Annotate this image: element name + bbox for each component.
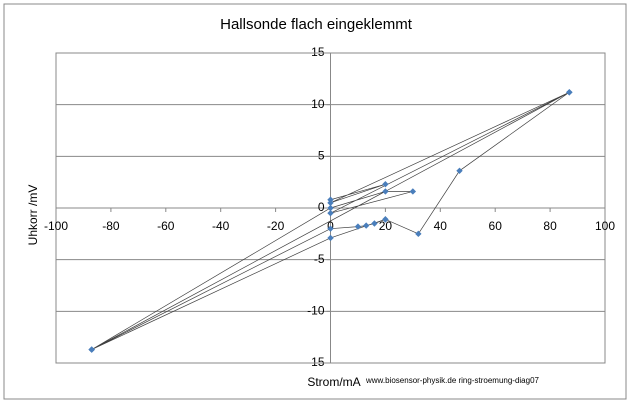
x-tick-label: -100 (44, 219, 68, 233)
y-tick-label: -10 (307, 304, 325, 318)
x-tick-label: 80 (543, 219, 557, 233)
data-point (88, 346, 95, 353)
data-point (327, 225, 334, 232)
data-point (362, 222, 370, 229)
y-tick-label: 0 (318, 200, 325, 214)
data-point (327, 204, 334, 212)
y-tick-label: -5 (314, 252, 325, 266)
data-point (327, 234, 334, 242)
y-tick-label: -15 (307, 355, 325, 369)
x-tick-label: -40 (212, 219, 230, 233)
data-point (327, 199, 334, 207)
x-tick-label: -60 (157, 219, 175, 233)
x-tick-label: 100 (595, 219, 615, 233)
data-point (566, 89, 573, 96)
y-tick-label: 15 (311, 45, 325, 59)
data-point (382, 216, 389, 223)
chart-frame (3, 3, 627, 400)
data-point (382, 188, 389, 195)
data-point (456, 167, 463, 174)
y-axis-label: Uhkorr /mV (26, 185, 40, 246)
x-axis-label: Strom/mA (307, 375, 360, 389)
data-point (409, 188, 417, 195)
x-tick-label: 40 (434, 219, 448, 233)
data-point (415, 230, 422, 238)
x-tick-label: 60 (489, 219, 503, 233)
x-tick-label: -80 (102, 219, 120, 233)
data-point (327, 209, 334, 217)
data-point (382, 181, 389, 188)
data-point (354, 223, 362, 230)
x-tick-label: 20 (379, 219, 393, 233)
data-line (91, 91, 570, 350)
chart-title: Hallsonde flach eingeklemmt (220, 16, 413, 33)
watermark: www.biosensor-physik.de ring-stroemung-d… (365, 376, 540, 385)
data-point (371, 220, 378, 227)
y-tick-label: 5 (318, 149, 325, 163)
x-tick-label: -20 (267, 219, 285, 233)
y-tick-label: 10 (311, 97, 325, 111)
